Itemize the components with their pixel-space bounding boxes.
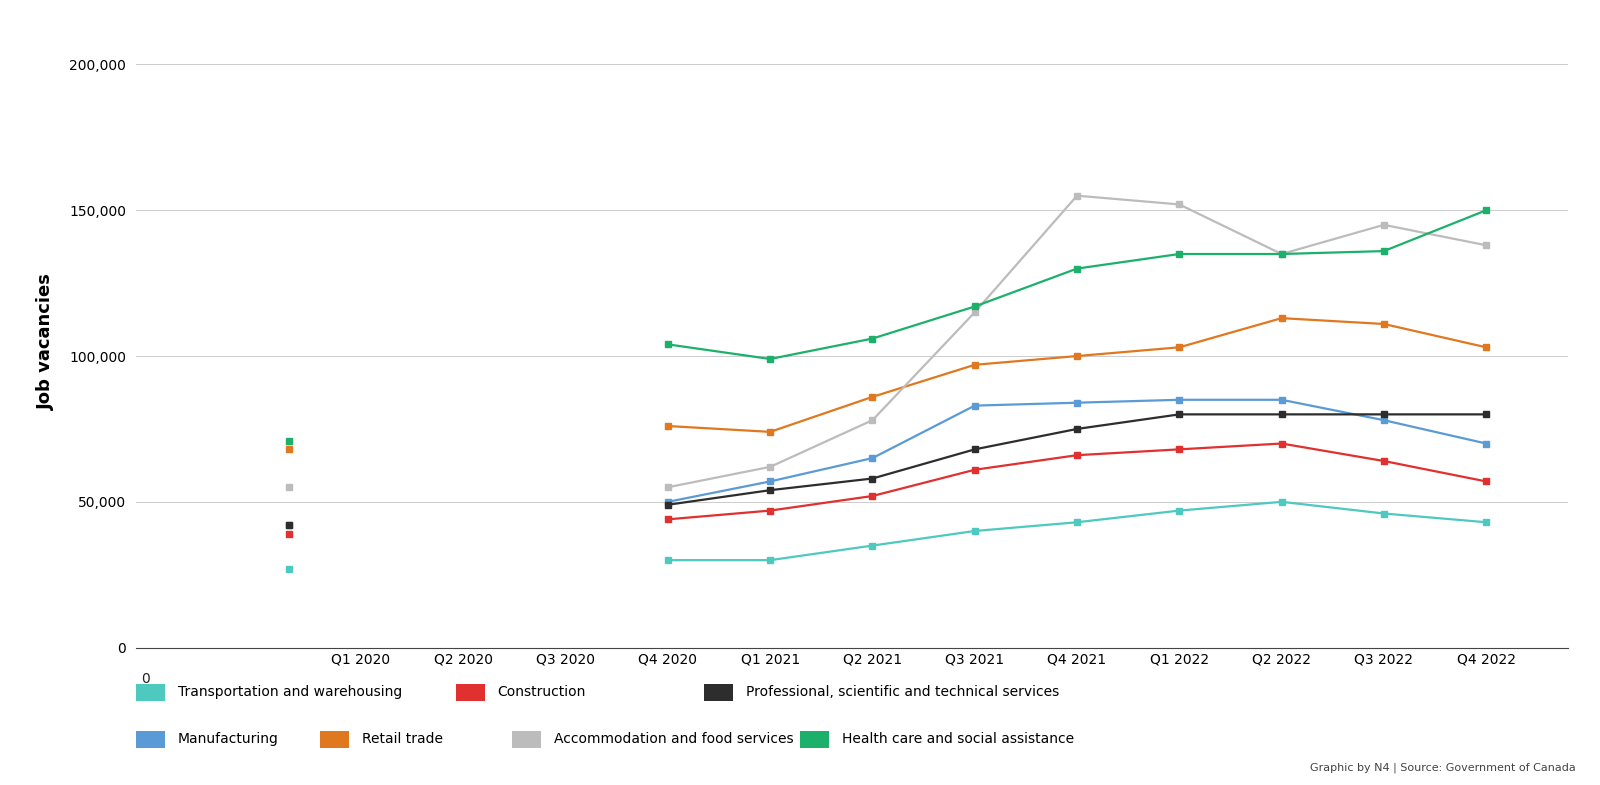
- Construction: [760, 506, 779, 515]
- Transportation and warehousing: [1272, 497, 1291, 506]
- Professional, scientific and technical services: [965, 444, 984, 454]
- Construction: [1374, 456, 1394, 466]
- Text: Professional, scientific and technical services: Professional, scientific and technical s…: [746, 685, 1059, 699]
- Text: Construction: Construction: [498, 685, 586, 699]
- Accommodation and food services: [1170, 199, 1189, 209]
- Transportation and warehousing: [658, 556, 677, 565]
- Line: Construction: Construction: [666, 440, 1490, 522]
- Professional, scientific and technical services: [1477, 410, 1496, 419]
- Construction: [1067, 451, 1086, 460]
- Manufacturing: [1374, 415, 1394, 425]
- Health care and social assistance: [760, 354, 779, 363]
- Health care and social assistance: [965, 301, 984, 311]
- Accommodation and food services: [1374, 220, 1394, 229]
- Transportation and warehousing: [1477, 517, 1496, 527]
- Construction: [862, 491, 882, 501]
- Accommodation and food services: [1477, 240, 1496, 250]
- Text: Transportation and warehousing: Transportation and warehousing: [178, 685, 402, 699]
- Retail trade: [760, 427, 779, 436]
- Transportation and warehousing: [1067, 517, 1086, 527]
- Health care and social assistance: [1374, 246, 1394, 256]
- Line: Retail trade: Retail trade: [666, 316, 1490, 435]
- Transportation and warehousing: [760, 556, 779, 565]
- Professional, scientific and technical services: [760, 485, 779, 495]
- Construction: [965, 465, 984, 474]
- Line: Manufacturing: Manufacturing: [666, 397, 1490, 505]
- Y-axis label: Job vacancies: Job vacancies: [37, 273, 56, 410]
- Accommodation and food services: [965, 308, 984, 317]
- Transportation and warehousing: [862, 541, 882, 550]
- Professional, scientific and technical services: [1374, 410, 1394, 419]
- Health care and social assistance: [658, 340, 677, 349]
- Transportation and warehousing: [1374, 509, 1394, 518]
- Professional, scientific and technical services: [658, 500, 677, 509]
- Accommodation and food services: [1067, 191, 1086, 200]
- Retail trade: [1272, 313, 1291, 323]
- Professional, scientific and technical services: [862, 474, 882, 484]
- Retail trade: [965, 360, 984, 370]
- Manufacturing: [658, 497, 677, 506]
- Health care and social assistance: [1477, 206, 1496, 215]
- Construction: [658, 515, 677, 524]
- Retail trade: [1477, 342, 1496, 352]
- Line: Accommodation and food services: Accommodation and food services: [666, 193, 1490, 490]
- Line: Professional, scientific and technical services: Professional, scientific and technical s…: [666, 411, 1490, 508]
- Manufacturing: [1170, 395, 1189, 404]
- Manufacturing: [862, 454, 882, 463]
- Transportation and warehousing: [965, 526, 984, 535]
- Professional, scientific and technical services: [1067, 424, 1086, 433]
- Health care and social assistance: [862, 334, 882, 343]
- Retail trade: [658, 422, 677, 431]
- Retail trade: [1067, 352, 1086, 361]
- Health care and social assistance: [1067, 264, 1086, 273]
- Construction: [1477, 476, 1496, 486]
- Retail trade: [862, 392, 882, 402]
- Text: Manufacturing: Manufacturing: [178, 732, 278, 747]
- Professional, scientific and technical services: [1170, 410, 1189, 419]
- Manufacturing: [1067, 398, 1086, 407]
- Health care and social assistance: [1170, 250, 1189, 259]
- Transportation and warehousing: [1170, 506, 1189, 515]
- Accommodation and food services: [760, 462, 779, 472]
- Accommodation and food services: [862, 415, 882, 425]
- Health care and social assistance: [1272, 250, 1291, 259]
- Accommodation and food services: [658, 483, 677, 492]
- Text: Retail trade: Retail trade: [362, 732, 443, 747]
- Text: 0: 0: [141, 672, 150, 686]
- Line: Health care and social assistance: Health care and social assistance: [666, 207, 1490, 362]
- Manufacturing: [1272, 395, 1291, 404]
- Construction: [1272, 439, 1291, 448]
- Text: Accommodation and food services: Accommodation and food services: [554, 732, 794, 747]
- Manufacturing: [1477, 439, 1496, 448]
- Text: Graphic by N4 | Source: Government of Canada: Graphic by N4 | Source: Government of Ca…: [1310, 763, 1576, 773]
- Retail trade: [1374, 319, 1394, 329]
- Line: Transportation and warehousing: Transportation and warehousing: [666, 499, 1490, 563]
- Construction: [1170, 444, 1189, 454]
- Manufacturing: [760, 476, 779, 486]
- Professional, scientific and technical services: [1272, 410, 1291, 419]
- Manufacturing: [965, 401, 984, 411]
- Retail trade: [1170, 342, 1189, 352]
- Text: Health care and social assistance: Health care and social assistance: [842, 732, 1074, 747]
- Accommodation and food services: [1272, 250, 1291, 259]
